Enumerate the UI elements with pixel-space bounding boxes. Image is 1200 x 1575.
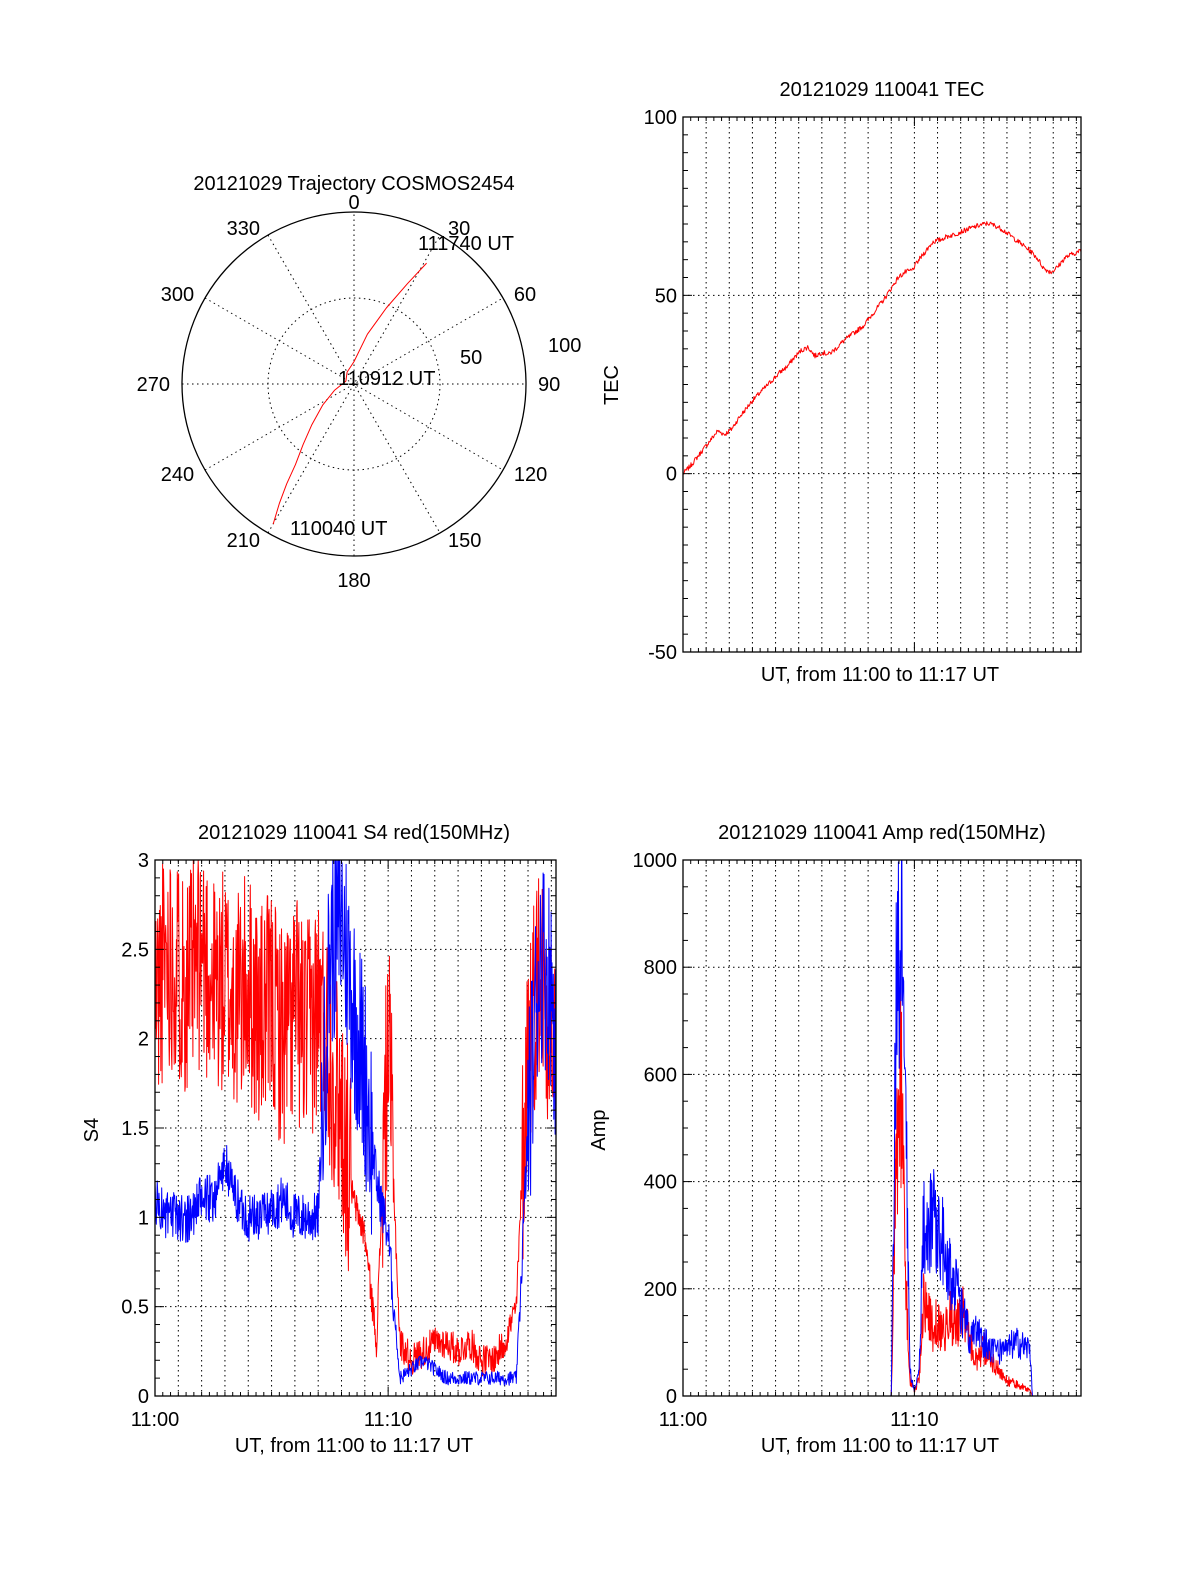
amp-plot-frame xyxy=(682,859,1082,1397)
tec-ytick-label: 50 xyxy=(655,285,677,307)
polar-grid xyxy=(182,212,526,556)
amp-xtick-label: 11:10 xyxy=(890,1409,939,1431)
tec-x-axis-label: UT, from 11:00 to 11:17 UT xyxy=(761,664,999,686)
amp-ticks xyxy=(682,859,1081,1397)
polar-azimuth-label: 300 xyxy=(161,284,194,306)
tec-chart-title: 20121029 110041 TEC xyxy=(780,79,985,101)
polar-azimuth-label: 330 xyxy=(227,218,260,240)
polar-azimuth-label: 210 xyxy=(227,530,260,552)
amp-x-axis-label: UT, from 11:00 to 11:17 UT xyxy=(761,1435,999,1457)
amp-chart-title: 20121029 110041 Amp red(150MHz) xyxy=(718,822,1046,844)
s4-blue-series xyxy=(154,859,557,1386)
s4-ytick-label: 2 xyxy=(138,1029,149,1051)
amp-ytick-label: 400 xyxy=(644,1172,677,1194)
amp-ytick-label: 600 xyxy=(644,1064,677,1086)
tec-plot-frame xyxy=(682,116,1082,653)
amp-y-axis-label: Amp xyxy=(588,1109,610,1150)
s4-red-series xyxy=(154,859,557,1377)
amp-blue-series xyxy=(682,859,1082,1397)
s4-chart: 20121029 110041 S4 red(150MHz) 0 0.5 1 1.5 2… xyxy=(81,822,557,1457)
s4-ytick-label: 0 xyxy=(138,1386,149,1408)
amp-grid xyxy=(683,860,1081,1396)
tec-grid xyxy=(683,117,1081,652)
tec-ytick-label: 100 xyxy=(644,107,677,129)
polar-azimuth-label: 150 xyxy=(448,530,481,552)
amp-chart: 20121029 110041 Amp red(150MHz) 0 200 400 6… xyxy=(588,822,1082,1457)
polar-azimuth-label: 270 xyxy=(137,374,170,396)
s4-xtick-label: 11:10 xyxy=(364,1409,413,1431)
polar-trajectory-series xyxy=(272,262,427,525)
polar-annotation-start: 110040 UT xyxy=(290,518,387,540)
amp-xtick-label: 11:00 xyxy=(659,1409,708,1431)
s4-ytick-label: 1 xyxy=(138,1207,149,1229)
polar-chart-title: 20121029 Trajectory COSMOS2454 xyxy=(193,173,514,195)
polar-azimuth-labels: 0 30 60 90 120 150 180 210 240 270 300 330 xyxy=(137,192,561,592)
s4-xtick-label: 11:00 xyxy=(131,1409,180,1431)
tec-series xyxy=(682,221,1082,475)
polar-azimuth-label: 90 xyxy=(538,374,560,396)
s4-ytick-label: 2.5 xyxy=(121,939,149,961)
polar-radial-label-50: 50 xyxy=(460,347,482,369)
amp-y-tick-labels: 0 200 400 600 800 1000 xyxy=(633,850,678,1408)
polar-trajectory-chart: 20121029 Trajectory COSMOS2454 0 30 60 90 12… xyxy=(137,173,582,592)
polar-azimuth-label: 30 xyxy=(448,218,470,240)
polar-annotation-end: 111740 UT xyxy=(418,233,514,255)
polar-azimuth-label: 180 xyxy=(337,570,370,592)
tec-ytick-label: 0 xyxy=(666,464,677,486)
polar-azimuth-label: 240 xyxy=(161,464,194,486)
amp-ytick-label: 0 xyxy=(666,1386,677,1408)
tec-y-tick-labels: -50 0 50 100 xyxy=(644,107,677,664)
polar-annotation-mid: 110912 UT xyxy=(338,368,435,390)
amp-x-tick-labels: 11:00 11:10 xyxy=(659,1409,939,1431)
polar-outer-circle xyxy=(181,211,527,557)
s4-ytick-label: 1.5 xyxy=(121,1118,149,1140)
tec-ticks xyxy=(682,116,1081,653)
amp-red-series xyxy=(682,974,1082,1397)
s4-x-tick-labels: 11:00 11:10 xyxy=(131,1409,413,1431)
polar-radial-label-100: 100 xyxy=(548,335,581,357)
polar-azimuth-label: 60 xyxy=(514,284,536,306)
s4-y-tick-labels: 0 0.5 1 1.5 2 2.5 3 xyxy=(121,850,149,1408)
polar-azimuth-label: 0 xyxy=(348,192,359,214)
s4-x-axis-label: UT, from 11:00 to 11:17 UT xyxy=(235,1435,473,1457)
s4-y-axis-label: S4 xyxy=(81,1118,103,1142)
s4-ytick-label: 0.5 xyxy=(121,1297,149,1319)
polar-azimuth-label: 120 xyxy=(514,464,547,486)
tec-ytick-label: -50 xyxy=(648,642,677,664)
amp-ytick-label: 1000 xyxy=(633,850,678,872)
amp-ytick-label: 200 xyxy=(644,1279,677,1301)
s4-ticks xyxy=(154,859,556,1397)
s4-chart-title: 20121029 110041 S4 red(150MHz) xyxy=(198,822,510,844)
s4-ytick-label: 3 xyxy=(138,850,149,872)
tec-y-axis-label: TEC xyxy=(601,365,623,405)
tec-chart: 20121029 110041 TEC -50 0 50 100 UT, from 1… xyxy=(601,79,1082,686)
polar-grid-circle-50 xyxy=(267,297,441,471)
amp-ytick-label: 800 xyxy=(644,957,677,979)
